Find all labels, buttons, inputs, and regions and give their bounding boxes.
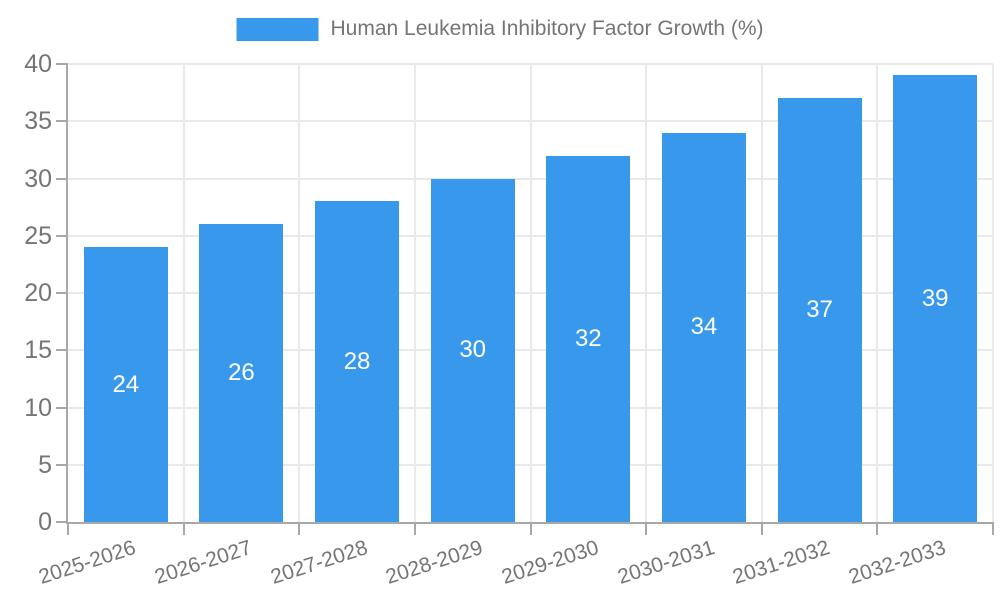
legend-swatch[interactable]	[236, 17, 319, 41]
bar[interactable]: 26	[199, 224, 284, 522]
y-axis-tick	[56, 406, 68, 409]
bar-value-label: 30	[459, 336, 487, 364]
y-axis-tick	[56, 521, 68, 523]
x-gridline	[760, 64, 763, 522]
bar-value-label: 37	[806, 296, 833, 324]
y-axis-tick	[56, 234, 68, 237]
bar[interactable]: 32	[546, 155, 631, 522]
bar-value-label: 26	[228, 359, 255, 387]
y-axis-tick	[56, 292, 68, 294]
chart-legend[interactable]: Human Leukemia Inhibitory Factor Growth …	[236, 17, 764, 41]
bar-value-label: 39	[921, 284, 949, 312]
bar[interactable]: 34	[661, 132, 746, 522]
x-axis-category-label: 2032-2033	[845, 536, 949, 589]
y-axis-label: 5	[38, 450, 52, 479]
x-axis-tick	[529, 522, 532, 535]
x-axis-category-label: 2029-2030	[498, 536, 602, 589]
y-axis-label: 40	[24, 50, 52, 78]
x-gridline	[529, 64, 532, 522]
x-axis-category-label: 2026-2027	[151, 536, 255, 589]
x-axis-tick	[760, 522, 763, 535]
x-axis-line	[66, 522, 993, 524]
x-axis-tick	[645, 522, 648, 535]
x-axis-tick	[992, 522, 994, 535]
bar-value-label: 24	[112, 370, 140, 398]
y-axis-tick	[56, 177, 68, 180]
y-axis-tick	[56, 349, 68, 352]
x-axis-category-label: 2031-2032	[730, 536, 833, 589]
x-gridline	[413, 64, 416, 522]
x-gridline	[645, 64, 648, 522]
bar-value-label: 34	[690, 313, 718, 341]
x-axis-category-label: 2030-2031	[614, 536, 718, 589]
y-axis-label: 20	[24, 279, 52, 307]
y-axis-tick	[56, 120, 68, 123]
bar-value-label: 28	[343, 347, 371, 375]
bar[interactable]: 24	[83, 247, 168, 522]
x-axis-tick	[413, 522, 416, 535]
y-axis-tick	[56, 463, 68, 466]
y-axis-label: 10	[24, 393, 52, 422]
x-axis-category-label: 2028-2029	[383, 536, 486, 589]
bar[interactable]: 28	[315, 201, 400, 522]
y-axis-label: 15	[24, 336, 52, 365]
x-gridline	[992, 64, 994, 522]
y-axis-label: 30	[24, 164, 52, 193]
y-axis-line	[66, 64, 68, 524]
x-axis-tick	[298, 522, 301, 535]
x-axis-tick	[67, 522, 69, 535]
bar[interactable]: 39	[893, 75, 978, 522]
x-gridline	[182, 64, 185, 522]
y-axis-label: 0	[38, 508, 52, 536]
bar-value-label: 32	[574, 324, 602, 352]
bar[interactable]: 37	[777, 98, 862, 522]
y-axis-tick	[56, 63, 68, 65]
x-axis-tick	[182, 522, 185, 535]
legend-label: Human Leukemia Inhibitory Factor Growth …	[330, 17, 764, 40]
y-axis-label: 25	[24, 221, 52, 250]
x-axis-category-label: 2027-2028	[267, 536, 371, 589]
x-gridline	[298, 64, 301, 522]
x-gridline	[876, 64, 879, 522]
x-axis-category-label: 2025-2026	[36, 536, 139, 589]
y-axis-label: 35	[24, 107, 52, 136]
bar[interactable]: 30	[430, 178, 515, 522]
x-axis-tick	[876, 522, 879, 535]
